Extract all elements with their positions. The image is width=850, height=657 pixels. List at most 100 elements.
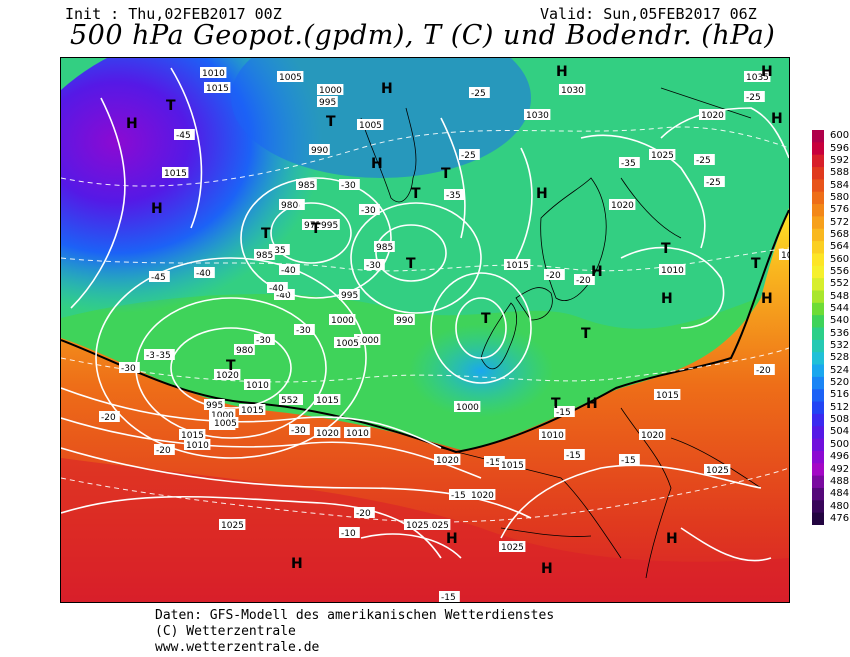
pressure-label: 1005 [359, 121, 382, 131]
temperature-label: -30 [361, 206, 376, 216]
high-pressure-marker: H [371, 156, 383, 172]
pressure-label-bg [354, 334, 381, 345]
temperature-label-bg [149, 271, 170, 282]
pressure-label-bg [609, 199, 636, 210]
temperature-label: -20 [356, 509, 371, 519]
pressure-label-bg [329, 314, 356, 325]
temperature-label-bg [254, 334, 275, 345]
low-pressure-marker: T [311, 221, 321, 237]
pressure-label-bg [319, 219, 340, 230]
temperature-label: -35 [271, 246, 286, 256]
pressure-label-bg [374, 241, 395, 252]
temperature-label: -15 [451, 491, 466, 501]
temperature-label: -35 [621, 159, 636, 169]
colorbar-level-label: 528 [830, 352, 850, 364]
pressure-label-bg [162, 167, 189, 178]
contour-552-label: 552 [281, 396, 298, 406]
pressure-label-bg [279, 199, 300, 210]
colorbar-level-label: 508 [830, 414, 850, 426]
pressure-label: 985 [256, 251, 273, 261]
temperature-label-bg [99, 411, 120, 422]
pressure-label: 1025 [406, 521, 429, 531]
footer-source: Daten: GFS-Modell des amerikanischen Wet… [155, 608, 555, 623]
temperature-label: -30 [366, 261, 381, 271]
temperature-label: -30 [121, 364, 136, 374]
high-pressure-marker: H [536, 186, 548, 202]
temperature-label-bg [364, 259, 385, 270]
low-pressure-marker: T [481, 311, 491, 327]
pressure-label-bg [204, 82, 231, 93]
low-pressure-marker: T [751, 256, 761, 272]
pressure-label: 980 [236, 346, 253, 356]
pressure-label-bg [314, 427, 341, 438]
temperature-label-bg [354, 507, 375, 518]
colorbar-level-label: 584 [830, 179, 850, 191]
temperature-label-bg [449, 489, 470, 500]
temperature-labels: -45-45-40-40-40-40-35-35-35-35-35-35-30-… [99, 87, 775, 602]
init-time: Init : Thu,02FEB2017 00Z [65, 5, 282, 23]
pressure-labels: 1010101510051000995100510159909859809759… [162, 67, 789, 553]
colorbar-level-label: 496 [830, 451, 850, 463]
low-pressure-marker: T [406, 256, 416, 272]
pressure-label-bg [539, 429, 566, 440]
high-pressure-marker: H [556, 64, 568, 80]
low-pressure-marker: T [411, 186, 421, 202]
colorbar-level-label: 504 [830, 426, 850, 438]
colorbar-swatch [812, 401, 824, 415]
pressure-label-bg [559, 84, 586, 95]
pressure-label-bg [317, 84, 344, 95]
temperature-label: -45 [176, 131, 191, 141]
temperature-label: -30 [341, 181, 356, 191]
pressure-label: 1025 [426, 521, 449, 531]
colorbar-swatch [812, 315, 824, 328]
high-pressure-marker: H [661, 291, 673, 307]
colorbar-level-label: 544 [830, 303, 850, 314]
pressure-label-bg [659, 264, 686, 275]
temperature-label-bg [439, 591, 460, 602]
temperature-label: -20 [576, 276, 591, 286]
weather-map: -45-45-40-40-40-40-35-35-35-35-35-35-30-… [60, 57, 790, 603]
temperature-label-bg [154, 349, 175, 360]
temperature-label-bg [469, 87, 490, 98]
pressure-label: 995 [206, 401, 223, 411]
colorbar-swatch [812, 278, 824, 291]
temperature-label: -45 [151, 273, 166, 283]
colorbar-level-label: 552 [830, 278, 850, 290]
colorbar-swatch [812, 290, 824, 304]
pressure-label-bg [424, 519, 451, 530]
pressure-label: 1020 [216, 371, 239, 381]
temperature-label-bg [279, 264, 300, 275]
temperature-label-bg [289, 424, 310, 435]
temperature-label-bg [574, 274, 595, 285]
temperature-label: -40 [196, 269, 211, 279]
pressure-label-bg [309, 144, 330, 155]
colorbar-level-label: 520 [830, 377, 850, 388]
colorbar-level-label: 492 [830, 463, 850, 475]
temperature-label-bg [544, 269, 565, 280]
temperature-label: -25 [461, 151, 476, 161]
pressure-label-bg [704, 464, 731, 475]
colorbar-swatch [812, 463, 824, 477]
pressure-label-bg [654, 389, 681, 400]
colorbar-scale [812, 130, 824, 526]
pressure-label: 1010 [186, 441, 209, 451]
temperature-label: -40 [276, 291, 291, 301]
pressure-label-bg [204, 399, 225, 410]
pressure-label-bg [434, 454, 461, 465]
pressure-label-bg [334, 337, 361, 348]
temperature-label-bg [564, 449, 585, 460]
high-pressure-marker: H [381, 81, 393, 97]
pressure-label-bg [214, 369, 241, 380]
temperature-label-bg [459, 149, 480, 160]
pressure-label-bg [314, 394, 341, 405]
temperature-label: -15 [486, 458, 501, 468]
low-pressure-marker: T [326, 114, 336, 130]
pressure-label: 1010 [346, 429, 369, 439]
temperature-label-bg [294, 324, 315, 335]
pressure-label-bg [699, 109, 726, 120]
colorbar-level-label: 548 [830, 290, 850, 302]
colorbar-level-label: 600 [830, 130, 850, 142]
pressure-label: 1020 [471, 491, 494, 501]
temperature-label: -15 [556, 408, 571, 418]
low-pressure-marker: T [261, 226, 271, 242]
